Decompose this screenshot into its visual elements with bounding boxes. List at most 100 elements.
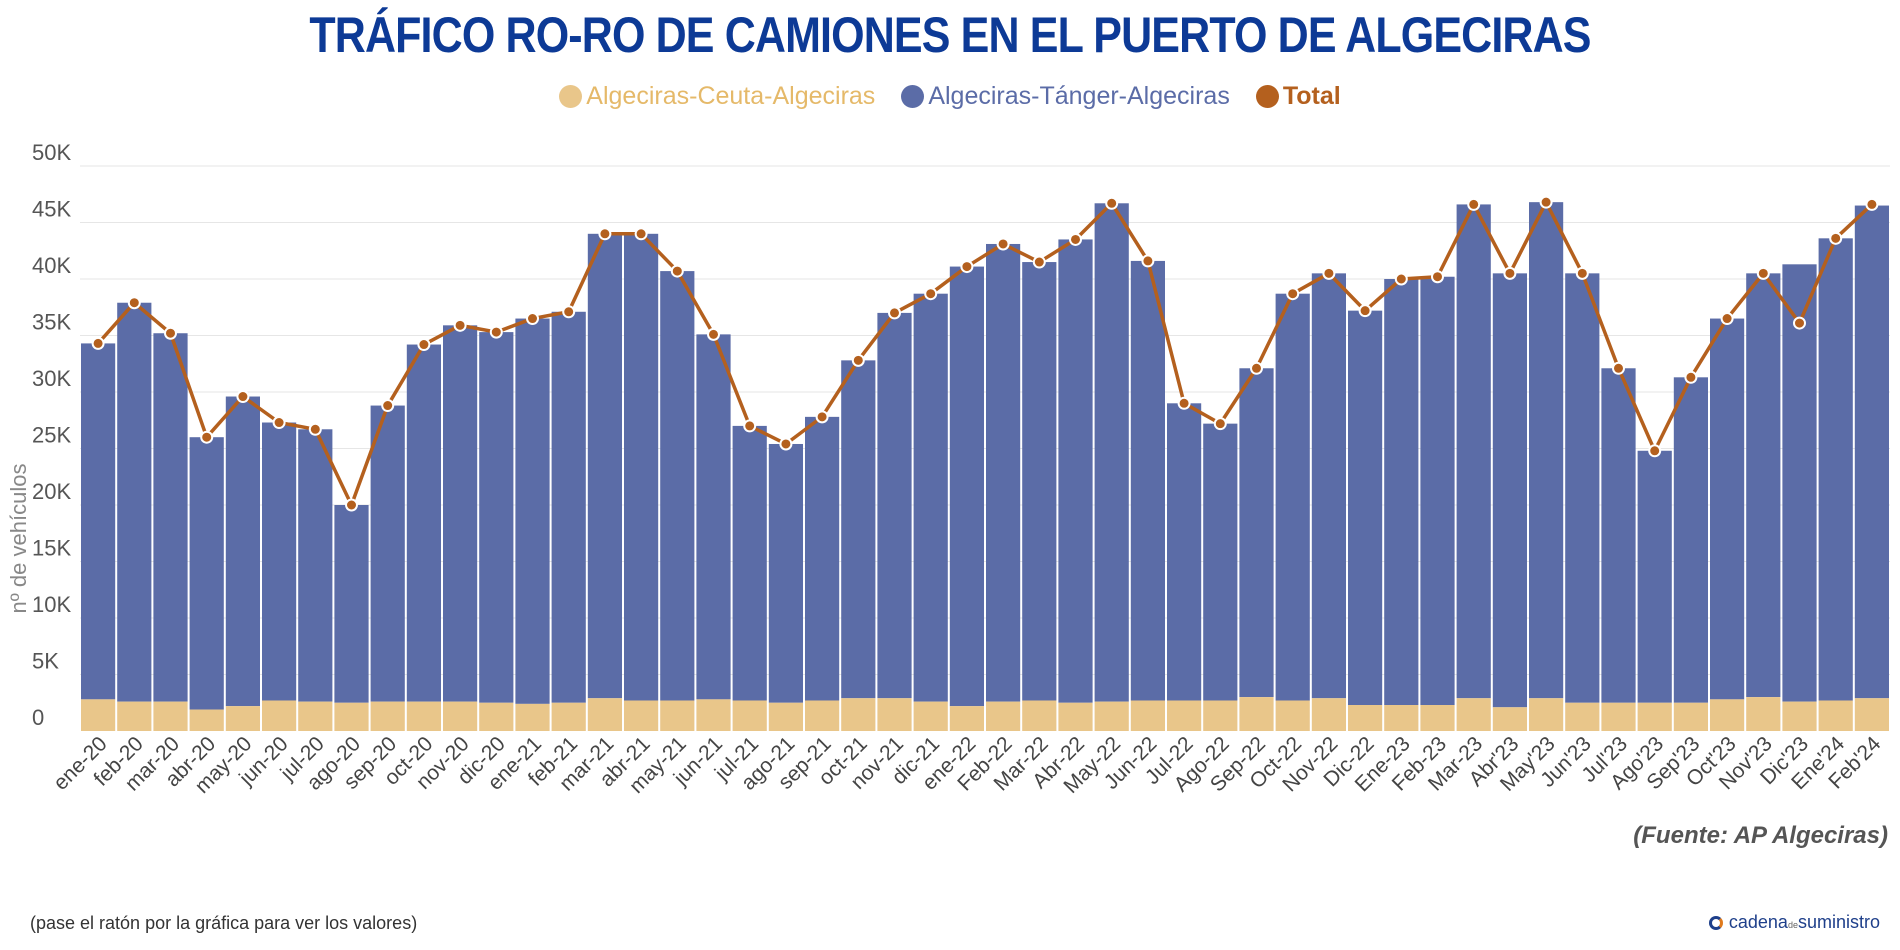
total-point[interactable] xyxy=(1575,266,1589,280)
total-point[interactable] xyxy=(670,264,684,278)
bar-tanger[interactable] xyxy=(841,360,876,699)
bar-ceuta[interactable] xyxy=(1348,705,1383,731)
total-point[interactable] xyxy=(526,312,539,326)
total-point[interactable] xyxy=(345,498,358,512)
bar-tanger[interactable] xyxy=(1492,273,1527,708)
bar-tanger[interactable] xyxy=(1167,403,1202,701)
bar-ceuta[interactable] xyxy=(1854,698,1889,731)
bar-ceuta[interactable] xyxy=(1311,698,1346,731)
bar-ceuta[interactable] xyxy=(1782,701,1817,731)
bar-tanger[interactable] xyxy=(1854,205,1889,699)
bar-tanger[interactable] xyxy=(587,233,622,699)
bar-tanger[interactable] xyxy=(913,293,948,702)
bar-ceuta[interactable] xyxy=(1420,705,1455,731)
bar-tanger[interactable] xyxy=(1384,279,1419,706)
bar-tanger[interactable] xyxy=(1058,239,1093,703)
total-point[interactable] xyxy=(1503,266,1517,280)
total-point[interactable] xyxy=(779,437,793,451)
bar-ceuta[interactable] xyxy=(189,709,224,731)
bar-ceuta[interactable] xyxy=(1818,700,1853,731)
bar-tanger[interactable] xyxy=(406,344,441,702)
bar-ceuta[interactable] xyxy=(225,706,260,731)
bar-tanger[interactable] xyxy=(1710,318,1745,700)
bar-ceuta[interactable] xyxy=(877,698,912,731)
bar-ceuta[interactable] xyxy=(1203,700,1238,731)
total-point[interactable] xyxy=(1069,232,1082,246)
bar-tanger[interactable] xyxy=(81,343,116,700)
bar-ceuta[interactable] xyxy=(624,700,659,731)
legend-item-total[interactable]: Total xyxy=(1255,82,1341,111)
bar-ceuta[interactable] xyxy=(732,700,767,731)
bar-tanger[interactable] xyxy=(551,311,586,703)
bar-ceuta[interactable] xyxy=(1637,702,1672,731)
bar-tanger[interactable] xyxy=(1203,423,1238,701)
total-point[interactable] xyxy=(1612,361,1625,375)
total-point[interactable] xyxy=(1865,197,1879,211)
bar-tanger[interactable] xyxy=(262,422,297,701)
bar-tanger[interactable] xyxy=(1130,260,1165,701)
bar-ceuta[interactable] xyxy=(370,701,405,731)
total-point[interactable] xyxy=(1467,197,1481,211)
bar-ceuta[interactable] xyxy=(1130,700,1165,731)
bar-tanger[interactable] xyxy=(624,233,659,701)
total-point[interactable] xyxy=(851,353,865,367)
total-point[interactable] xyxy=(272,416,286,430)
bar-tanger[interactable] xyxy=(479,332,514,703)
bar-ceuta[interactable] xyxy=(443,701,478,731)
total-point[interactable] xyxy=(1720,312,1734,326)
total-point[interactable] xyxy=(1394,272,1408,286)
bar-ceuta[interactable] xyxy=(1529,698,1564,731)
total-point[interactable] xyxy=(707,327,720,341)
bar-tanger[interactable] xyxy=(117,302,152,702)
bar-ceuta[interactable] xyxy=(841,698,876,731)
total-point[interactable] xyxy=(164,326,177,340)
bar-tanger[interactable] xyxy=(732,425,767,701)
total-point[interactable] xyxy=(1684,370,1698,384)
bar-ceuta[interactable] xyxy=(1565,702,1600,731)
bar-tanger[interactable] xyxy=(1456,204,1491,699)
total-point[interactable] xyxy=(1793,316,1806,330)
bar-tanger[interactable] xyxy=(986,243,1021,702)
bar-ceuta[interactable] xyxy=(1384,705,1419,731)
legend-item-tanger[interactable]: Algeciras-Tánger-Algeciras xyxy=(901,82,1230,111)
total-point[interactable] xyxy=(381,399,395,413)
bar-tanger[interactable] xyxy=(189,437,224,710)
bar-ceuta[interactable] xyxy=(1456,698,1491,731)
bar-ceuta[interactable] xyxy=(551,702,586,731)
bar-tanger[interactable] xyxy=(1529,202,1564,699)
bar-tanger[interactable] xyxy=(334,505,369,703)
total-point[interactable] xyxy=(1032,255,1046,269)
total-point[interactable] xyxy=(489,325,503,339)
bar-ceuta[interactable] xyxy=(479,702,514,731)
bar-ceuta[interactable] xyxy=(1094,701,1129,731)
bar-ceuta[interactable] xyxy=(587,698,622,731)
bar-tanger[interactable] xyxy=(1782,264,1817,702)
bar-tanger[interactable] xyxy=(1601,368,1636,703)
bar-ceuta[interactable] xyxy=(1492,707,1527,731)
total-point[interactable] xyxy=(888,306,901,320)
bar-tanger[interactable] xyxy=(1275,293,1310,701)
bar-tanger[interactable] xyxy=(768,443,803,703)
total-point[interactable] xyxy=(1322,266,1336,280)
total-point[interactable] xyxy=(562,305,576,319)
total-point[interactable] xyxy=(200,430,214,444)
total-point[interactable] xyxy=(308,422,322,436)
total-point[interactable] xyxy=(634,227,648,241)
bar-tanger[interactable] xyxy=(153,333,188,702)
bar-tanger[interactable] xyxy=(1348,310,1383,706)
bar-ceuta[interactable] xyxy=(262,700,297,731)
bar-tanger[interactable] xyxy=(370,405,405,702)
total-point[interactable] xyxy=(127,296,141,310)
bar-ceuta[interactable] xyxy=(1673,702,1708,731)
bar-tanger[interactable] xyxy=(1094,203,1129,702)
total-point[interactable] xyxy=(453,318,467,332)
bar-tanger[interactable] xyxy=(805,416,840,701)
total-point[interactable] xyxy=(996,237,1010,251)
bar-tanger[interactable] xyxy=(443,325,478,702)
bar-ceuta[interactable] xyxy=(660,700,695,731)
bar-tanger[interactable] xyxy=(1420,276,1455,706)
total-point[interactable] xyxy=(1829,231,1843,245)
bar-ceuta[interactable] xyxy=(696,699,731,731)
bar-ceuta[interactable] xyxy=(406,701,441,731)
